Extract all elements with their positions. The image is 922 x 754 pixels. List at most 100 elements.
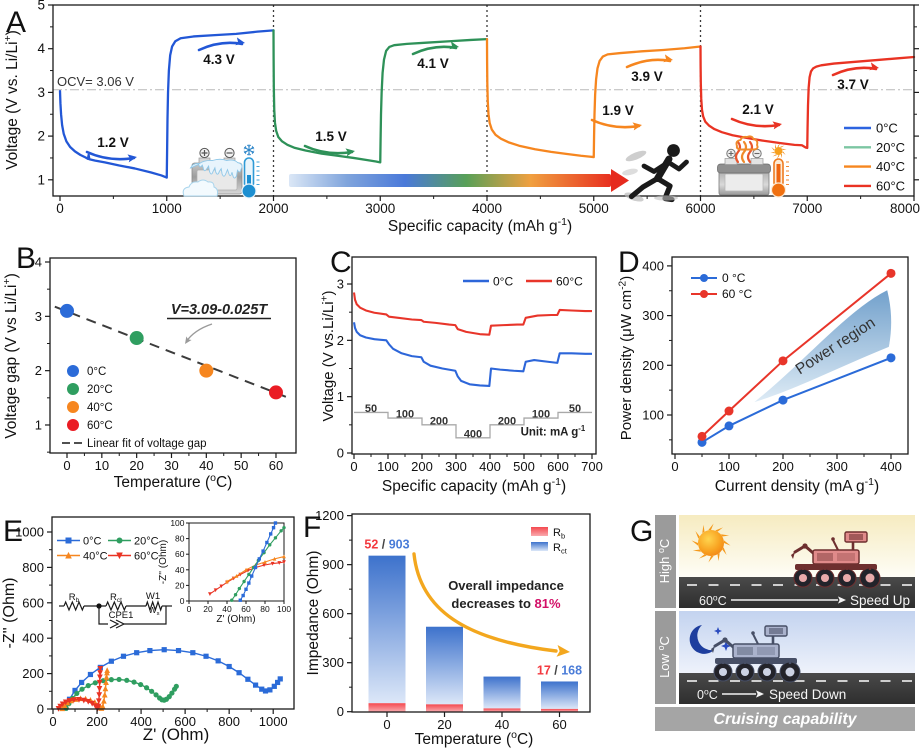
curve-60°C [699,45,916,150]
marker [247,572,251,577]
x-tick-label: 1000 [259,714,288,729]
cold-sky [679,611,915,673]
x-tick-label: 8000 [890,201,920,216]
inset-y-tick-label: 40 [175,565,185,575]
y-tick-label: 4 [35,255,42,270]
legend-label: Rct​ [553,542,568,555]
current-step-label: 50 [365,403,377,415]
x-tick-label: 2000 [258,201,288,216]
road-dash [837,680,848,682]
marker [242,579,246,584]
bar-value-label: 17 / 168 [537,663,582,677]
road-dash [902,584,912,586]
battery-terminal [750,158,764,165]
inset-x-tick-label: 40 [222,604,232,614]
high-temp-value: 60o​C [699,592,727,608]
inset-curve-60°C [209,561,285,595]
legend-label: 40°C [876,159,905,174]
marker [268,543,272,547]
unit-label: Unit: mA g-1​ [521,424,586,438]
x-tick-label: 0 [383,717,390,732]
marker [257,557,261,561]
marker [102,685,109,692]
y-tick-label: 400 [22,631,44,646]
resistor-rct [105,600,127,612]
bar-rb-60 [541,708,578,712]
voltage-annotation: 4.1 V [417,56,449,71]
hot-battery-icon [717,135,789,198]
voltage-annotation: 4.3 V [203,52,235,67]
x-tick-label: 400 [130,714,152,729]
inset-y-title: -Z'' (Ohm) [158,540,169,584]
y-tick-label: 2 [35,363,42,378]
road-dash [902,680,912,682]
current-step-profile [354,411,592,439]
voltage-annotation: 1.5 V [315,129,347,144]
y-tick-label: 800 [22,560,44,575]
x-tick-label: 300 [826,459,848,474]
legend-dot [67,401,79,413]
inset-y-tick-label: 0 [180,596,185,606]
road-dash [687,584,697,586]
curve-40°C [485,37,702,159]
speed-down-label: Speed Down [769,687,846,702]
y-tick-label: 1 [337,389,344,404]
x-tick-label: 600 [174,714,196,729]
rover-illustration-warm [791,531,881,589]
inset-y-tick-label: 60 [175,549,185,559]
y-axis-title: Voltage (V vs.Li/Li+​) [319,290,337,421]
x-tick-label: 600 [547,459,569,474]
panel-letter-a: A [6,6,26,39]
equivalent-circuit [59,600,172,629]
marker [104,667,111,674]
y-tick-label: 5 [37,0,45,13]
marker [270,561,275,566]
inset-x-title: Z' (Ohm) [216,614,255,625]
y-axis-title: Power density (μW cm-2​) [617,276,635,440]
road-dash [880,584,891,586]
road-dash [794,680,805,682]
legend-d: 0 °C 60 °C [691,271,752,301]
cpe-symbol [109,619,120,629]
annotation-arrowhead [127,154,137,163]
panel-a-frame [52,4,915,197]
marker [95,703,102,710]
marker [778,395,788,405]
legend-swatch-rb [531,527,548,536]
panel-c-frame [351,256,597,455]
marker [245,676,251,682]
x-tick-label: 4000 [472,201,502,216]
marker [87,671,94,678]
current-step-label: 50 [569,403,581,415]
marker [236,670,242,676]
runner-shape [628,144,689,203]
marker [116,552,123,560]
marker [225,579,229,584]
decrease-arrowhead [556,645,570,657]
marker [282,554,286,559]
power-region-wedge [754,290,892,403]
y-axis-title: Voltage gap (V vs Li/Li+​) [1,273,20,439]
y-tick-label: 0 [337,704,344,719]
panel-letter-c: C [330,246,352,279]
marker [134,650,140,656]
annotation-arrowhead [869,62,879,71]
marker [190,650,196,656]
marker [233,593,238,597]
runner-shadow [654,195,678,201]
marker [95,698,102,705]
marker [282,525,286,530]
marker [149,688,155,694]
datapoint-60°C [268,385,283,400]
x-tick-label: 20 [437,717,451,732]
x-axis-title: Specific capacity (mAh g-1​) [388,216,572,235]
legend-c: 0°C 60°C [463,275,583,289]
y-tick-label: 3 [37,85,45,100]
bar-rct-0 [368,555,406,704]
y-tick-label: 1000 [15,525,44,540]
y-tick-label: 2 [337,333,344,348]
marker [89,700,96,707]
